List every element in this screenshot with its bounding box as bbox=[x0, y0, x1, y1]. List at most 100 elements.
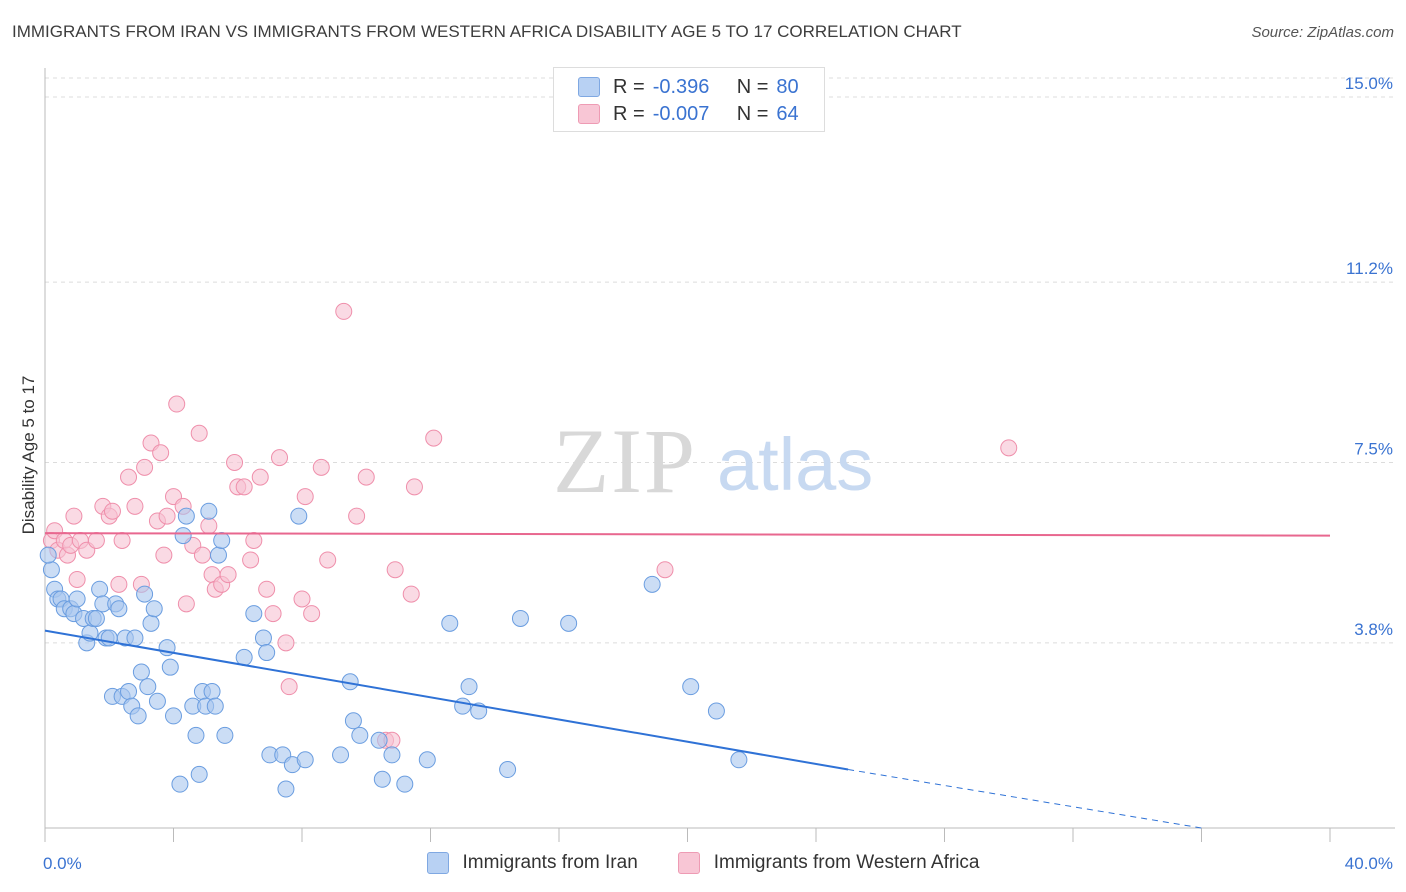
data-point-iran bbox=[290, 507, 308, 525]
data-point-iran bbox=[254, 629, 272, 647]
data-point-iran bbox=[39, 546, 57, 564]
y-tick-label: 15.0% bbox=[1345, 74, 1393, 93]
data-point-western-africa bbox=[126, 497, 144, 515]
data-point-iran bbox=[209, 546, 227, 564]
data-point-iran bbox=[126, 629, 144, 647]
data-point-iran bbox=[258, 644, 276, 662]
data-point-iran bbox=[370, 731, 388, 749]
series-legend: Immigrants from Iran Immigrants from Wes… bbox=[0, 852, 1406, 874]
data-point-western-africa bbox=[226, 454, 244, 471]
data-point-western-africa bbox=[65, 507, 83, 525]
watermark-zip: ZIP bbox=[553, 410, 697, 512]
data-point-iran bbox=[132, 663, 150, 681]
data-point-western-africa bbox=[258, 580, 276, 598]
series-western-africa bbox=[42, 302, 1018, 749]
data-point-western-africa bbox=[264, 605, 282, 623]
data-point-iran bbox=[499, 761, 517, 779]
legend-swatch-iran bbox=[426, 852, 449, 874]
data-point-western-africa bbox=[293, 590, 311, 608]
data-point-western-africa bbox=[168, 395, 186, 413]
data-point-western-africa bbox=[335, 302, 353, 320]
data-point-iran bbox=[730, 751, 748, 769]
data-point-iran bbox=[296, 751, 314, 769]
y-tick-label: 7.5% bbox=[1354, 440, 1393, 459]
data-point-iran bbox=[200, 502, 218, 520]
series-iran bbox=[39, 502, 748, 798]
data-point-iran bbox=[68, 590, 86, 608]
legend-label-iran: Immigrants from Iran bbox=[462, 852, 638, 873]
source-note: Source: ZipAtlas.com bbox=[1251, 24, 1394, 41]
data-point-iran bbox=[120, 683, 138, 701]
trend-line-iran bbox=[44, 629, 849, 771]
data-point-western-africa bbox=[68, 570, 86, 588]
legend-n-label: N = bbox=[736, 102, 769, 125]
data-point-iran bbox=[682, 678, 700, 696]
data-point-iran bbox=[174, 527, 192, 545]
legend-label-wafrica: Immigrants from Western Africa bbox=[713, 852, 980, 873]
trend-line-western-africa bbox=[44, 532, 1331, 537]
data-point-western-africa bbox=[158, 507, 176, 525]
x-tick-label: 40.0% bbox=[1345, 854, 1393, 873]
y-axis-label: Disability Age 5 to 17 bbox=[19, 376, 38, 535]
legend-n-value: 64 bbox=[776, 102, 799, 125]
chart-title: IMMIGRANTS FROM IRAN VS IMMIGRANTS FROM … bbox=[12, 22, 962, 41]
legend-swatch-iran bbox=[578, 77, 600, 97]
data-point-western-africa bbox=[110, 575, 128, 593]
data-point-western-africa bbox=[235, 478, 253, 496]
data-point-western-africa bbox=[271, 449, 289, 467]
legend-n-value: 80 bbox=[776, 75, 799, 98]
data-point-western-africa bbox=[280, 678, 298, 696]
data-point-iran bbox=[87, 609, 105, 627]
data-point-western-africa bbox=[242, 551, 260, 569]
data-point-iran bbox=[418, 751, 436, 769]
data-point-iran bbox=[42, 561, 60, 579]
legend-r-label: R = bbox=[613, 102, 645, 125]
data-point-iran bbox=[245, 605, 263, 623]
data-point-western-africa bbox=[152, 444, 170, 462]
data-point-iran bbox=[396, 775, 414, 793]
data-point-iran bbox=[139, 678, 157, 696]
legend-swatch-wafrica bbox=[677, 852, 700, 874]
data-point-iran bbox=[206, 697, 224, 715]
data-point-iran bbox=[511, 609, 529, 627]
data-point-western-africa bbox=[193, 546, 211, 564]
data-point-iran bbox=[454, 697, 472, 715]
data-point-western-africa bbox=[219, 566, 237, 584]
data-point-iran bbox=[177, 507, 195, 525]
legend-swatch-wafrica bbox=[578, 104, 600, 124]
data-point-iran bbox=[643, 575, 661, 593]
legend-row-iran: R = -0.396 N = 80 bbox=[578, 74, 799, 100]
data-point-western-africa bbox=[177, 595, 195, 613]
data-point-iran bbox=[145, 600, 163, 618]
data-point-iran bbox=[190, 765, 208, 783]
data-point-western-africa bbox=[87, 531, 105, 549]
legend-n-label: N = bbox=[736, 75, 769, 98]
data-point-western-africa bbox=[402, 585, 420, 603]
data-point-western-africa bbox=[1000, 439, 1018, 457]
data-point-iran bbox=[148, 692, 166, 710]
data-point-western-africa bbox=[296, 488, 314, 506]
y-tick-label: 11.2% bbox=[1346, 259, 1393, 278]
data-point-western-africa bbox=[348, 507, 366, 525]
data-point-western-africa bbox=[245, 531, 263, 549]
data-point-western-africa bbox=[405, 478, 423, 496]
data-point-iran bbox=[129, 707, 147, 725]
data-point-western-africa bbox=[113, 531, 131, 549]
data-point-western-africa bbox=[103, 502, 121, 520]
data-point-iran bbox=[344, 712, 362, 730]
x-tick-label: 0.0% bbox=[43, 854, 82, 873]
trend-lines bbox=[44, 532, 1331, 829]
data-point-western-africa bbox=[251, 468, 269, 486]
data-point-iran bbox=[136, 585, 154, 603]
data-point-iran bbox=[216, 726, 234, 744]
data-point-iran bbox=[441, 614, 459, 632]
legend-item-wafrica: Immigrants from Western Africa bbox=[677, 852, 980, 874]
data-point-western-africa bbox=[357, 468, 375, 486]
data-point-western-africa bbox=[312, 458, 330, 476]
data-point-iran bbox=[560, 614, 578, 632]
stats-legend: R = -0.396 N = 80 R = -0.007 N = 64 bbox=[553, 67, 825, 132]
data-point-western-africa bbox=[155, 546, 173, 564]
watermark-atlas: atlas bbox=[717, 423, 873, 506]
data-point-iran bbox=[165, 707, 182, 725]
y-tick-label: 3.8% bbox=[1354, 620, 1393, 639]
